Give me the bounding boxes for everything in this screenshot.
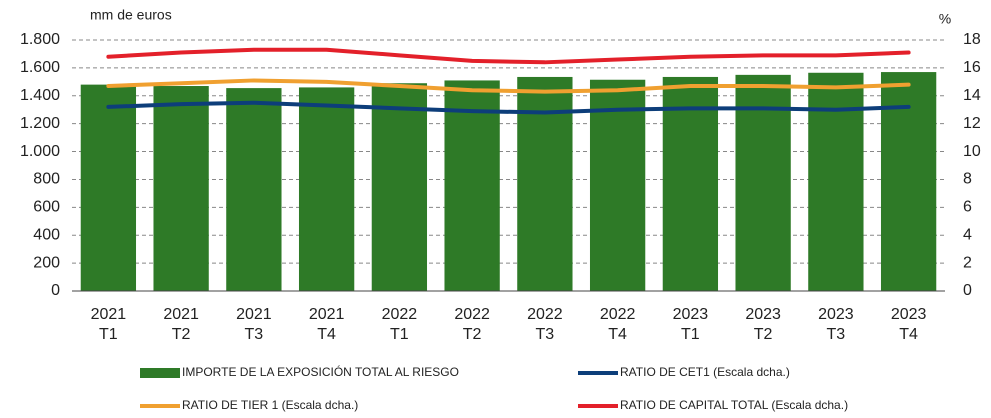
y2-tick-label: 10 [963,143,981,160]
x-tick-label: 2021 [91,306,127,323]
y-tick-label: 1.800 [20,31,60,48]
legend-label: RATIO DE CAPITAL TOTAL (Escala dcha.) [620,398,848,412]
y-tick-label: 1.200 [20,115,60,132]
y-tick-label: 1.000 [20,143,60,160]
bar [298,87,355,292]
x-tick-label: 2023 [818,306,854,323]
y-tick-label: 1.600 [20,59,60,76]
y2-tick-label: 18 [963,31,981,48]
y-tick-label: 800 [33,171,60,188]
x-tick-label: T4 [899,326,918,343]
bar [371,83,428,291]
x-tick-label: 2023 [745,306,781,323]
y-tick-label: 600 [33,199,60,216]
x-tick-label: T3 [245,326,264,343]
bar [80,84,137,291]
bar [153,86,209,292]
x-tick-label: T3 [827,326,846,343]
line-series [106,47,911,65]
x-tick-label: 2021 [309,306,345,323]
x-tick-label: 2022 [454,306,490,323]
x-tick-label: T1 [681,326,700,343]
x-tick-label: T1 [99,326,118,343]
y-axis-label: mm de euros [90,7,172,23]
y2-tick-label: 12 [963,115,981,132]
x-tick-label: T2 [172,326,191,343]
bar [517,76,573,291]
x-tick-label: T3 [536,326,555,343]
x-tick-label: 2023 [673,306,709,323]
legend-label: RATIO DE CET1 (Escala dcha.) [620,365,790,379]
bar [444,80,500,291]
y2-tick-label: 2 [963,254,972,271]
y-tick-label: 200 [33,254,60,271]
x-tick-label: 2023 [891,306,927,323]
x-tick-label: 2021 [236,306,272,323]
y2-tick-label: 6 [963,199,972,216]
x-tick-label: T4 [608,326,627,343]
y2-axis-label: % [939,11,951,27]
y-tick-label: 0 [51,282,60,299]
y2-tick-label: 8 [963,171,972,188]
legend-swatch [140,368,180,378]
y2-tick-label: 16 [963,59,981,76]
x-tick-label: 2022 [382,306,418,323]
x-tick-label: T2 [463,326,482,343]
bar [880,72,937,291]
y2-tick-label: 4 [963,226,972,243]
bar [589,79,646,291]
y-tick-label: 1.400 [20,87,60,104]
x-tick-label: 2021 [163,306,199,323]
y2-tick-label: 14 [963,87,981,104]
legend-label: IMPORTE DE LA EXPOSICIÓN TOTAL AL RIESGO [182,364,459,379]
line-series [106,78,911,94]
legend-label: RATIO DE TIER 1 (Escala dcha.) [182,398,358,412]
bar [808,72,864,292]
line-series [106,100,911,115]
y-tick-label: 400 [33,226,60,243]
y2-tick-label: 0 [963,282,972,299]
x-tick-label: T2 [754,326,773,343]
x-tick-label: 2022 [527,306,563,323]
bar [662,76,719,291]
x-tick-label: T1 [390,326,409,343]
x-tick-label: 2022 [600,306,636,323]
x-tick-label: T4 [317,326,336,343]
bar [226,88,282,291]
bar [735,74,791,291]
